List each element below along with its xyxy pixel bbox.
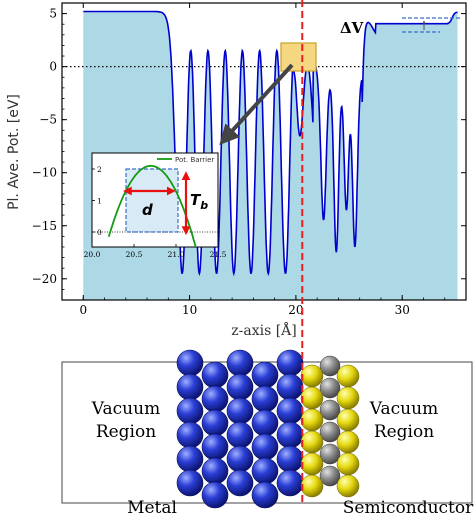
inset-y-tick-label: 2 (97, 165, 102, 174)
metal-atom (251, 457, 279, 485)
tb-label: Tb (190, 191, 208, 212)
metal-atom (201, 385, 229, 413)
x-axis-label: z-axis [Å] (231, 321, 297, 339)
metal-atom (276, 349, 304, 377)
metal-atom (276, 469, 304, 497)
metal-atom (251, 433, 279, 461)
semiconductor-atom-grey (319, 421, 341, 443)
y-axis-ticks: 5 0 −5 −10 −15 −20 (32, 2, 466, 301)
metal-atom (201, 457, 229, 485)
y-tick-label: 5 (49, 7, 57, 21)
semiconductor-atom-yellow (336, 364, 360, 388)
x-tick-label: 30 (395, 303, 410, 317)
metal-atom (201, 409, 229, 437)
y-tick-label: −10 (32, 166, 57, 180)
delta-v-label: ΔV (340, 19, 364, 37)
metal-atom (251, 409, 279, 437)
semiconductor-atom-yellow (336, 452, 360, 476)
x-tick-label: 10 (182, 303, 197, 317)
semiconductor-atom-grey (319, 355, 341, 377)
metal-atom (201, 361, 229, 389)
d-label: d (142, 201, 153, 219)
metal-atoms (176, 349, 304, 509)
semiconductor-atom-grey (319, 377, 341, 399)
metal-atom (226, 421, 254, 449)
semiconductor-atom-yellow (336, 386, 360, 410)
semiconductor-atoms (300, 355, 360, 498)
x-tick-label: 20 (288, 303, 303, 317)
inset-x-tick-label: 21.0 (168, 250, 185, 259)
y-tick-label: −15 (32, 219, 57, 233)
metal-atom (251, 481, 279, 509)
metal-atom (201, 433, 229, 461)
barrier-highlight-box (280, 42, 317, 72)
inset-x-tick-label: 20.5 (126, 250, 143, 259)
metal-atom (226, 373, 254, 401)
y-tick-label: −20 (32, 272, 57, 286)
inset-legend-label: Pot. Barrier (175, 156, 214, 164)
inset-x-tick-label: 21.5 (210, 250, 227, 259)
semiconductor-atom-grey (319, 443, 341, 465)
semiconductor-atom-yellow (336, 408, 360, 432)
metal-atom (201, 481, 229, 509)
semiconductor-atom-grey (319, 399, 341, 421)
inset-ticks: 20.0 20.5 21.0 21.5 2 1 0 (84, 165, 227, 259)
semiconductor-atom-yellow (300, 386, 324, 410)
y-tick-label: 0 (49, 60, 57, 74)
semiconductor-atom-yellow (300, 474, 324, 498)
potential-curve (83, 10, 458, 277)
semiconductor-atom-grey (319, 465, 341, 487)
metal-atom (176, 349, 204, 377)
x-tick-label: 0 (79, 303, 87, 317)
metal-atom (176, 469, 204, 497)
right-region-label-line2: Region (374, 422, 434, 442)
metal-atom (276, 421, 304, 449)
inset-x-tick-label: 20.0 (84, 250, 101, 259)
semiconductor-atom-yellow (300, 430, 324, 454)
y-tick-label: −5 (39, 113, 57, 127)
semiconductor-atom-yellow (300, 364, 324, 388)
metal-atom (276, 397, 304, 425)
metal-atom (276, 445, 304, 473)
semiconductor-label: Semiconductor (343, 498, 474, 517)
metal-atom (176, 397, 204, 425)
metal-atom (226, 397, 254, 425)
inset-y-tick-label: 1 (97, 197, 102, 206)
metal-atom (251, 385, 279, 413)
metal-atom (176, 421, 204, 449)
right-region-label-line1: Vacuum (369, 399, 438, 419)
metal-atom (176, 445, 204, 473)
semiconductor-atom-yellow (300, 452, 324, 476)
y-axis-label: Pl. Ave. Pot. [eV] (6, 94, 22, 210)
x-axis-ticks: 0 10 20 30 (61, 3, 467, 317)
metal-atom (251, 361, 279, 389)
inset-dashed-box (125, 168, 179, 233)
structure-schematic: Vacuum Region Vacuum Region Metal Semico… (61, 349, 474, 517)
metal-atom (276, 373, 304, 401)
semiconductor-atom-yellow (300, 408, 324, 432)
metal-atom (176, 373, 204, 401)
left-region-label-line1: Vacuum (91, 399, 160, 419)
zoom-arrow (219, 63, 294, 145)
metal-label: Metal (127, 498, 177, 517)
inset-y-tick-label: 0 (97, 228, 102, 237)
metal-atom (226, 349, 254, 377)
semiconductor-atom-yellow (336, 430, 360, 454)
metal-atom (226, 469, 254, 497)
barrier-inset: d Tb Pot. Barrier 20.0 20.5 21.0 21.5 2 1 0 (84, 152, 227, 259)
potential-plot: ΔV 0 10 20 30 50−5−10−15−20 Pl. Ave. Pot. [… (6, 2, 467, 339)
left-region-label-line2: Region (96, 422, 156, 442)
metal-atom (226, 445, 254, 473)
semiconductor-atom-yellow (336, 474, 360, 498)
